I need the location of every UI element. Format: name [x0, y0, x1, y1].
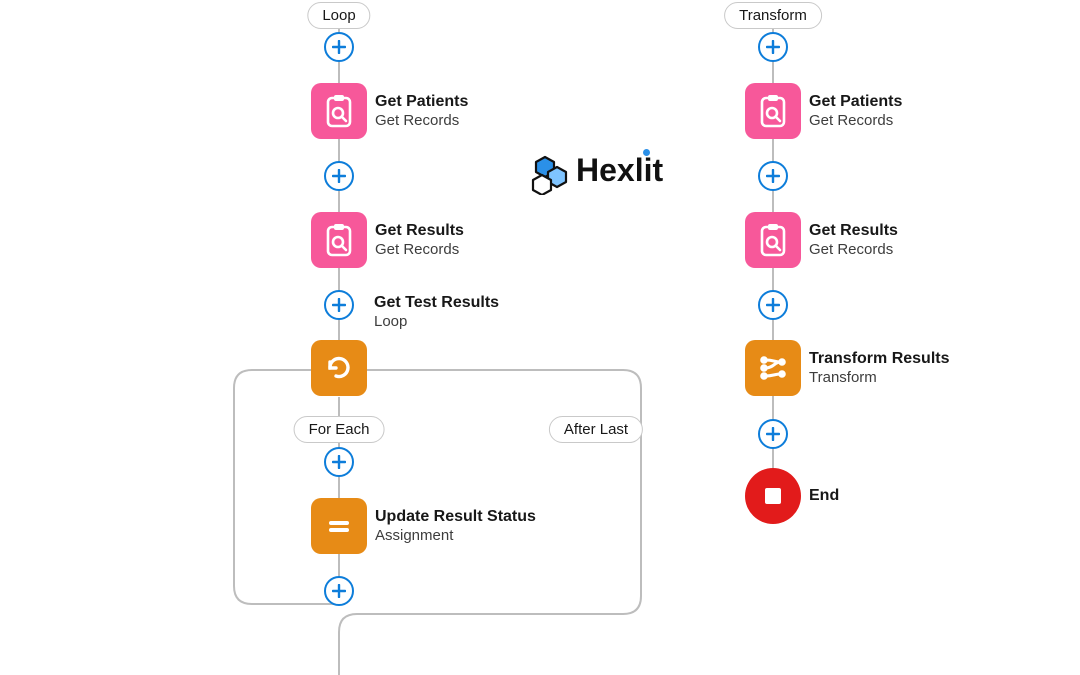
- node-get-results[interactable]: Get Results Get Records: [745, 212, 801, 268]
- add-step-button[interactable]: [324, 32, 354, 62]
- node-assignment[interactable]: Update Result Status Assignment: [311, 498, 367, 554]
- clipboard-search-icon: [745, 83, 801, 139]
- equals-icon: [311, 498, 367, 554]
- left-header-pill[interactable]: Loop: [307, 2, 370, 29]
- connector-lines: [0, 0, 1080, 675]
- add-step-button[interactable]: [758, 161, 788, 191]
- node-get-patients[interactable]: Get Patients Get Records: [311, 83, 367, 139]
- loop-node-label: Get Test Results Loop: [374, 294, 499, 330]
- node-get-patients[interactable]: Get Patients Get Records: [745, 83, 801, 139]
- add-step-button[interactable]: [758, 419, 788, 449]
- node-get-results[interactable]: Get Results Get Records: [311, 212, 367, 268]
- stop-icon: [745, 468, 801, 524]
- add-step-button[interactable]: [758, 290, 788, 320]
- node-transform[interactable]: Transform Results Transform: [745, 340, 801, 396]
- for-each-pill[interactable]: For Each: [294, 416, 385, 443]
- add-step-button[interactable]: [324, 447, 354, 477]
- add-step-button[interactable]: [324, 576, 354, 606]
- node-end[interactable]: End: [745, 468, 801, 524]
- add-step-button[interactable]: [758, 32, 788, 62]
- node-loop[interactable]: [311, 340, 367, 396]
- clipboard-search-icon: [745, 212, 801, 268]
- loop-icon: [311, 340, 367, 396]
- add-step-button[interactable]: [324, 161, 354, 191]
- add-step-button[interactable]: [324, 290, 354, 320]
- hexlit-hexagons-icon: [530, 155, 574, 195]
- transform-icon: [745, 340, 801, 396]
- flow-canvas: Hexlit. Hexlit Loop Get Test Results Loo…: [0, 0, 1080, 675]
- right-header-pill[interactable]: Transform: [724, 2, 822, 29]
- after-last-pill[interactable]: After Last: [549, 416, 643, 443]
- clipboard-search-icon: [311, 212, 367, 268]
- clipboard-search-icon: [311, 83, 367, 139]
- hexlit-wordmark-text: Hexlit: [574, 152, 665, 189]
